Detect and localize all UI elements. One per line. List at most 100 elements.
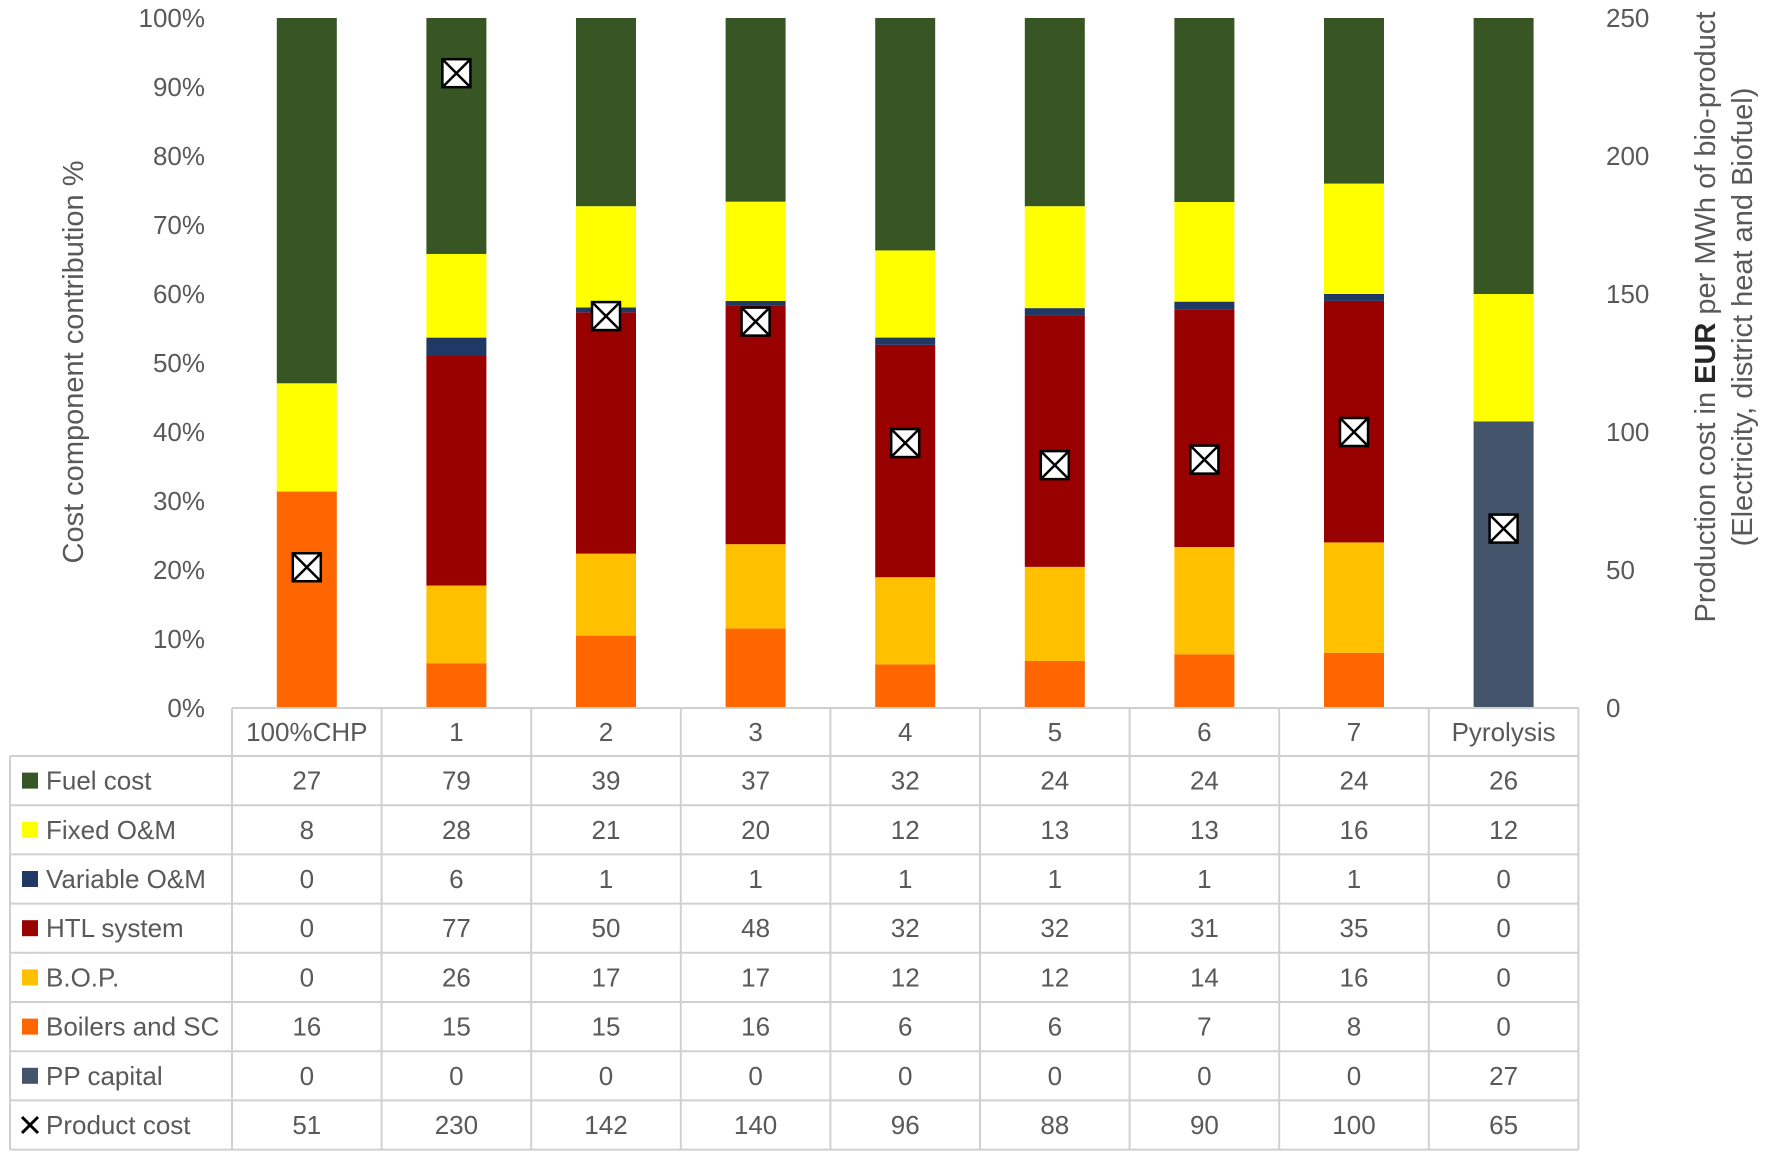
- table-cell: 12: [1489, 815, 1518, 845]
- bar-segment-boilers-and-sc-0: [276, 491, 337, 708]
- table-cell: 0: [1048, 1061, 1062, 1091]
- bar-segment-variable-o-m-5: [1024, 308, 1085, 316]
- y-tick-label: 20%: [153, 555, 205, 585]
- right-axis-ticks: 0 50 100 150 200 250: [1606, 3, 1649, 723]
- bar-segment-fixed-o-m-7: [1324, 183, 1384, 294]
- table-cell: 16: [1340, 815, 1369, 845]
- bar-segment-b-o-p--6: [1174, 547, 1235, 655]
- bar-segment-b-o-p--4: [875, 577, 936, 665]
- table-cell: 8: [1347, 1012, 1361, 1042]
- legend-swatch: [22, 772, 38, 789]
- table-cell: 39: [592, 766, 621, 796]
- table-cell: 20: [741, 815, 770, 845]
- table-cell: 32: [891, 766, 920, 796]
- bar-segment-boilers-and-sc-5: [1024, 660, 1085, 708]
- table-cell: 6: [1048, 1012, 1062, 1042]
- table-cell: 50: [592, 913, 621, 943]
- product-cost-marker: [590, 300, 622, 332]
- bar-segment-htl-system-6: [1174, 309, 1235, 547]
- table-cell: 48: [741, 913, 770, 943]
- table-cell: 1: [1347, 864, 1361, 894]
- bars-layer: [276, 18, 1534, 708]
- table-cell: 27: [1489, 1061, 1518, 1091]
- table-cell: 0: [1347, 1061, 1361, 1091]
- legend-label: PP capital: [46, 1061, 163, 1091]
- table-cell: 12: [1040, 962, 1069, 992]
- bar-segment-variable-o-m-4: [875, 337, 936, 345]
- table-cell: 230: [435, 1110, 478, 1140]
- bar-segment-boilers-and-sc-3: [725, 628, 786, 708]
- bar-segment-b-o-p--5: [1024, 566, 1085, 661]
- category-label: 4: [898, 717, 912, 747]
- bar-segment-fixed-o-m-4: [875, 250, 936, 338]
- table-cell: 24: [1340, 766, 1369, 796]
- table-cell: 24: [1040, 766, 1069, 796]
- y-tick-label: 30%: [153, 486, 205, 516]
- table-cell: 6: [449, 864, 463, 894]
- y-tick-label: 10%: [153, 624, 205, 654]
- table-cell: 142: [584, 1110, 627, 1140]
- bar-segment-htl-system-4: [875, 344, 936, 578]
- legend-label: Variable O&M: [46, 864, 206, 894]
- table-cell: 6: [898, 1012, 912, 1042]
- bar-segment-variable-o-m-6: [1174, 301, 1235, 310]
- table-cell: 26: [442, 962, 471, 992]
- bar-segment-htl-system-1: [426, 355, 487, 586]
- bar-segment-fixed-o-m-1: [426, 253, 487, 338]
- bar-segment-htl-system-3: [725, 305, 786, 545]
- legend-label: Fixed O&M: [46, 815, 176, 845]
- table-cell: 0: [898, 1061, 912, 1091]
- y-tick-label: 90%: [153, 72, 205, 102]
- left-axis-ticks: 0% 10% 20% 30% 40% 50% 60% 70% 80% 90% 100%: [139, 3, 206, 723]
- table-cell: 140: [734, 1110, 777, 1140]
- product-cost-marker: [291, 551, 323, 583]
- table-cell: 51: [292, 1110, 321, 1140]
- table-cell: 1: [1197, 864, 1211, 894]
- y-axis-title: Cost component contribution %: [58, 161, 90, 564]
- product-cost-marker: [889, 427, 921, 459]
- bar-segment-fixed-o-m-0: [276, 383, 337, 492]
- table-cell: 0: [300, 1061, 314, 1091]
- category-label: 7: [1347, 717, 1361, 747]
- category-label: 100%CHP: [246, 717, 367, 747]
- bar-segment-boilers-and-sc-4: [875, 664, 936, 708]
- table-cell: 17: [741, 962, 770, 992]
- y2-title-unit: EUR: [1690, 323, 1722, 384]
- table-cell: 0: [300, 962, 314, 992]
- table-cell: 0: [300, 913, 314, 943]
- table-cell: 17: [592, 962, 621, 992]
- table-cell: 21: [592, 815, 621, 845]
- y-tick-label: 80%: [153, 141, 205, 171]
- legend-swatch: [22, 871, 38, 887]
- table-cell: 13: [1040, 815, 1069, 845]
- bar-segment-htl-system-2: [576, 312, 636, 554]
- table-cell: 96: [891, 1110, 920, 1140]
- y2-title-suffix: per MWh of bio-product: [1690, 12, 1722, 323]
- table-cell: 0: [1496, 864, 1510, 894]
- category-label: 3: [748, 717, 762, 747]
- table-cell: 0: [300, 864, 314, 894]
- legend-x-marker: [20, 1115, 40, 1135]
- table-cell: 90: [1190, 1110, 1219, 1140]
- category-label: 5: [1048, 717, 1062, 747]
- bar-segment-fuel-cost-3: [725, 18, 786, 202]
- table-cell: 0: [449, 1061, 463, 1091]
- table-cell: 12: [891, 815, 920, 845]
- category-label: 2: [599, 717, 613, 747]
- bar-segment-variable-o-m-3: [725, 300, 786, 306]
- bar-segment-fixed-o-m-2: [576, 206, 636, 308]
- table-cell: 1: [748, 864, 762, 894]
- table-cell: 77: [442, 913, 471, 943]
- table-cell: 15: [442, 1012, 471, 1042]
- product-cost-marker: [1039, 449, 1071, 481]
- product-cost-marker: [1338, 416, 1370, 448]
- table-cell: 0: [1496, 913, 1510, 943]
- table-cell: 16: [1340, 962, 1369, 992]
- bar-segment-fuel-cost-2: [576, 18, 636, 207]
- table-cell: 15: [592, 1012, 621, 1042]
- bar-segment-htl-system-5: [1024, 315, 1085, 567]
- table-cell: 1: [599, 864, 613, 894]
- svg-text:Production cost in EUR per MWh: Production cost in EUR per MWh of bio-pr…: [1690, 12, 1722, 623]
